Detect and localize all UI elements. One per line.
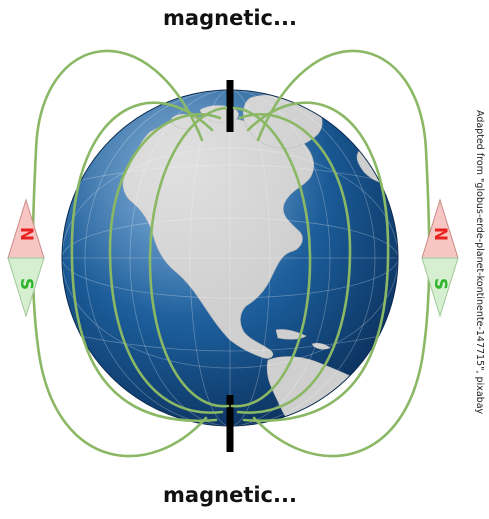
image-credit-text: Adapted from "globus-erde-planet-kontine… bbox=[474, 110, 485, 415]
field-line-mid-left bbox=[70, 101, 218, 423]
bottom-pole-label: magnetic... bbox=[163, 483, 297, 507]
compass-right-s-label: S bbox=[430, 278, 450, 290]
field-line-core-right bbox=[230, 106, 312, 408]
top-pole-label: magnetic... bbox=[163, 6, 297, 30]
field-line-inner-left bbox=[108, 113, 224, 414]
compass-left-n-label: N bbox=[16, 227, 36, 241]
field-line-inner-right bbox=[236, 113, 352, 414]
compass-left: N S bbox=[7, 198, 45, 318]
field-line-core-left bbox=[148, 106, 230, 408]
compass-right-south bbox=[421, 257, 459, 318]
earth-globe bbox=[61, 89, 399, 427]
compass-right: N S bbox=[421, 198, 459, 318]
compass-right-n-label: N bbox=[430, 227, 450, 241]
compass-left-south bbox=[7, 257, 45, 318]
compass-left-s-label: S bbox=[16, 278, 36, 290]
image-credit: Adapted from "globus-erde-planet-kontine… bbox=[472, 110, 488, 414]
field-line-mid-right bbox=[242, 101, 390, 423]
